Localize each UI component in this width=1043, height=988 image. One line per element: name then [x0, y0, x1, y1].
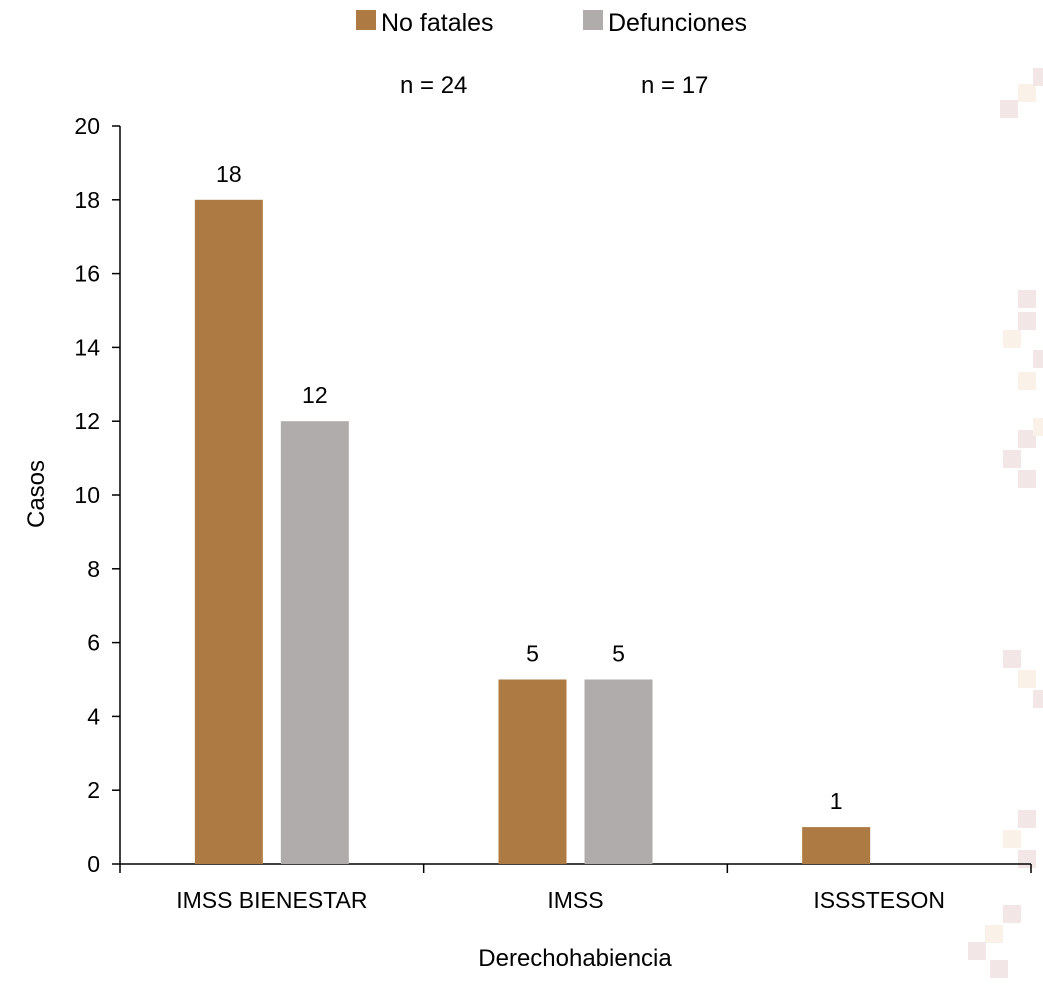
data-labels: 18 5 1 12 5 [216, 161, 843, 814]
background-square [1003, 450, 1021, 468]
bar-value-label: 12 [302, 382, 328, 408]
background-square [1018, 470, 1036, 488]
background-square [1003, 650, 1021, 668]
background-square [1033, 68, 1043, 86]
background-square [985, 925, 1003, 943]
y-tick-label: 10 [74, 482, 100, 508]
bar-value-label: 1 [830, 788, 843, 814]
background-square [1018, 850, 1036, 868]
background-square [1018, 312, 1036, 330]
x-category-label: IMSS BIENESTAR [176, 887, 367, 913]
y-tick-label: 4 [87, 703, 100, 729]
background-square [1018, 670, 1036, 688]
y-tick-label: 18 [74, 187, 100, 213]
background-square [1000, 100, 1018, 118]
bar-value-label: 18 [216, 161, 242, 187]
sample-size-defunciones: n = 17 [641, 72, 708, 99]
legend: No fatales Defunciones [356, 9, 747, 37]
x-axis: IMSS BIENESTAR IMSS ISSSTESON [119, 863, 1032, 913]
legend-swatch-defunciones [583, 10, 603, 30]
legend-label-defunciones: Defunciones [608, 9, 747, 37]
background-square [990, 960, 1008, 978]
bar-value-label: 5 [526, 641, 539, 667]
bar [194, 199, 263, 865]
bar [280, 421, 349, 864]
background-pattern [968, 68, 1043, 978]
y-tick-label: 12 [74, 408, 100, 434]
x-category-label: ISSSTESON [813, 887, 945, 913]
y-axis: 0 2 4 6 8 10 12 14 16 18 20 [74, 113, 121, 877]
background-square [968, 942, 986, 960]
background-square [1018, 372, 1036, 390]
bar [802, 827, 871, 864]
x-axis-title: Derechohabiencia [478, 945, 672, 972]
background-square [1033, 690, 1043, 708]
y-tick-label: 14 [74, 334, 100, 360]
y-tick-label: 8 [87, 556, 100, 582]
legend-swatch-no-fatales [356, 10, 376, 30]
sample-size-no-fatales: n = 24 [400, 72, 467, 99]
background-square [1018, 430, 1036, 448]
y-tick-label: 6 [87, 630, 100, 656]
y-tick-label: 20 [74, 113, 100, 139]
bar [584, 679, 653, 864]
bar [498, 679, 567, 864]
background-square [1033, 350, 1043, 368]
background-square [1018, 290, 1036, 308]
background-square [1003, 830, 1021, 848]
y-tick-label: 16 [74, 261, 100, 287]
y-tick-label: 2 [87, 777, 100, 803]
y-axis-title: Casos [23, 460, 50, 528]
y-tick-label: 0 [87, 851, 100, 877]
background-square [1018, 810, 1036, 828]
legend-label-no-fatales: No fatales [381, 9, 494, 37]
background-square [1033, 418, 1043, 436]
bars [194, 199, 871, 865]
background-square [1003, 330, 1021, 348]
bar-value-label: 5 [612, 641, 625, 667]
background-square [1003, 905, 1021, 923]
x-category-label: IMSS [547, 887, 603, 913]
background-square [1018, 84, 1036, 102]
